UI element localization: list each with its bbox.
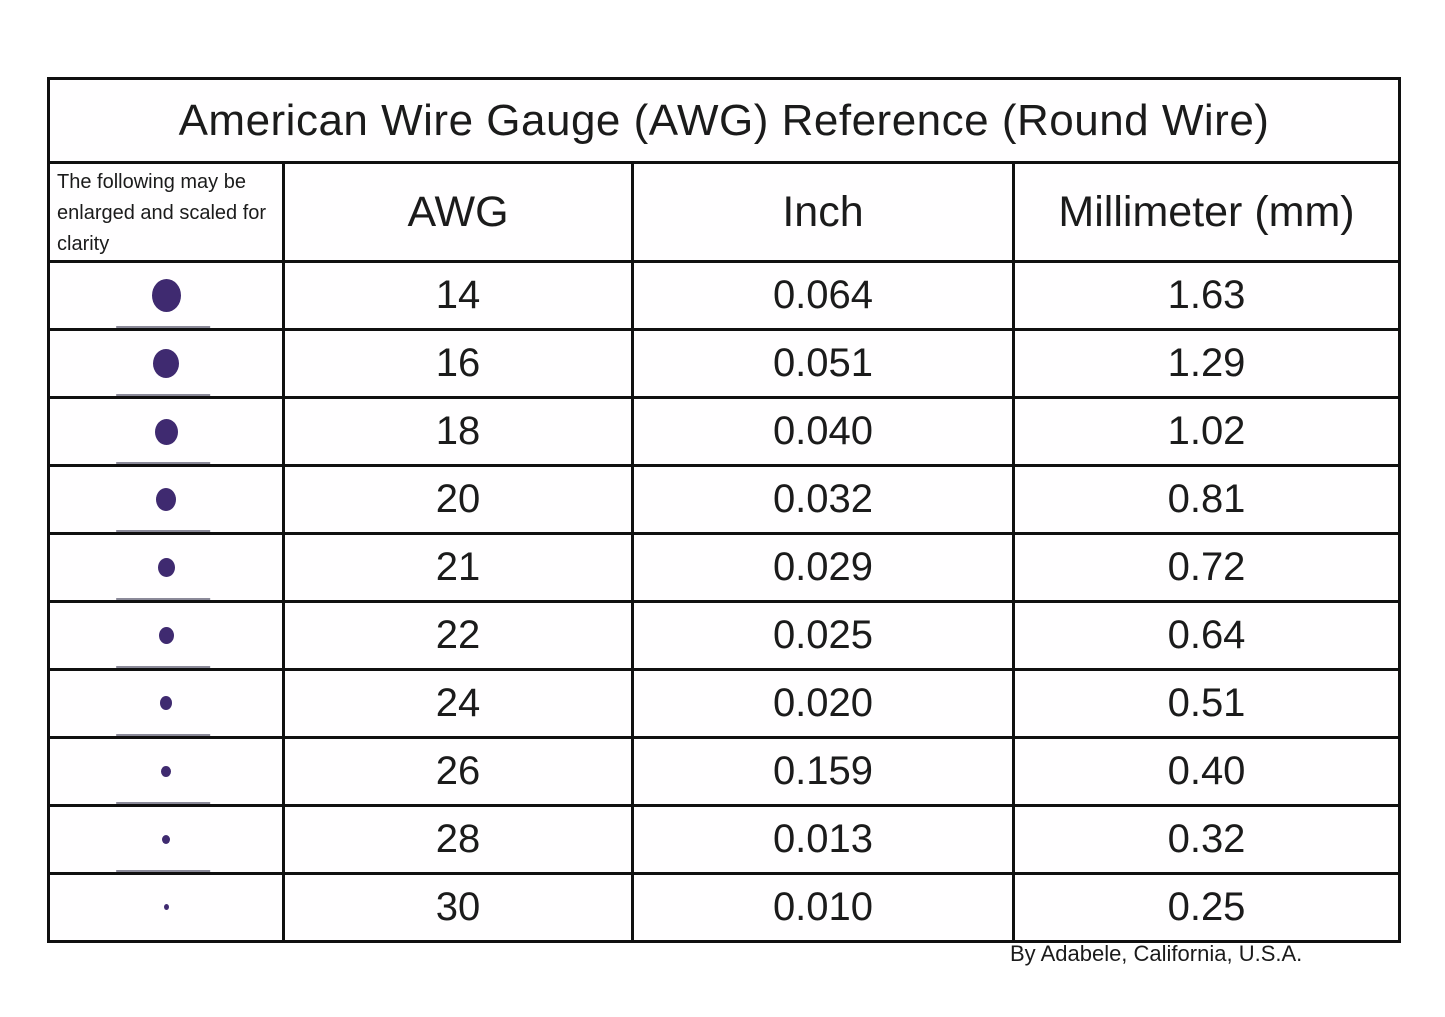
wire-dot-cell [47,600,285,671]
awg-value: 24 [282,668,634,739]
column-header-awg: AWG [282,161,634,263]
mm-value: 0.72 [1011,532,1402,603]
awg-value: 16 [282,328,634,399]
credit-text: By Adabele, California, U.S.A. [1010,941,1303,966]
scale-note-line: The following may be [57,171,246,193]
wire-size-dot [151,279,181,312]
table-row: 22 0.025 0.64 [47,600,1402,671]
mm-value: 0.40 [1011,736,1402,807]
wire-size-dot [162,834,170,844]
wire-size-dot [156,488,176,511]
inch-value: 0.064 [631,260,1015,331]
table-row: 26 0.159 0.40 [47,736,1402,807]
awg-value: 18 [282,396,634,467]
wire-dot-cell [47,328,285,399]
mm-value: 1.63 [1011,260,1402,331]
mm-value: 0.81 [1011,464,1402,535]
wire-dot-cell [47,532,285,603]
mm-value: 0.64 [1011,600,1402,671]
table-row: 16 0.051 1.29 [47,328,1402,399]
inch-value: 0.032 [631,464,1015,535]
wire-dot-cell [47,736,285,807]
column-header-inch: Inch [631,161,1015,263]
table-row: 20 0.032 0.81 [47,464,1402,535]
awg-value: 30 [282,872,634,943]
table-row: 24 0.020 0.51 [47,668,1402,739]
wire-dot-cell [47,872,285,943]
mm-value: 1.02 [1011,396,1402,467]
table-row: 28 0.013 0.32 [47,804,1402,875]
awg-value: 21 [282,532,634,603]
wire-size-dot [154,418,178,445]
column-header-mm: Millimeter (mm) [1011,161,1402,263]
wire-size-dot [160,696,172,711]
wire-dot-cell [47,804,285,875]
awg-value: 20 [282,464,634,535]
wire-size-dot [161,765,171,777]
inch-value: 0.051 [631,328,1015,399]
table-row: 18 0.040 1.02 [47,396,1402,467]
inch-value: 0.013 [631,804,1015,875]
awg-table: American Wire Gauge (AWG) Reference (Rou… [46,77,1402,943]
mm-value: 0.25 [1011,872,1402,943]
inch-value: 0.159 [631,736,1015,807]
awg-value: 22 [282,600,634,671]
inch-value: 0.020 [631,668,1015,739]
scale-note: The following may be enlarged and scaled… [47,161,285,263]
wire-dot-cell [47,396,285,467]
awg-value: 26 [282,736,634,807]
wire-size-dot [153,349,179,378]
wire-dot-cell [47,464,285,535]
awg-value: 28 [282,804,634,875]
wire-dot-cell [47,668,285,739]
scale-note-line: clarity [57,233,110,255]
table-row: 21 0.029 0.72 [47,532,1402,603]
table-row: 30 0.010 0.25 [47,872,1402,943]
table-row: 14 0.064 1.63 [47,260,1402,331]
wire-size-dot [163,904,169,911]
wire-size-dot [157,558,175,577]
inch-value: 0.029 [631,532,1015,603]
mm-value: 1.29 [1011,328,1402,399]
wire-size-dot [158,626,174,644]
wire-dot-cell [47,260,285,331]
inch-value: 0.040 [631,396,1015,467]
inch-value: 0.010 [631,872,1015,943]
awg-value: 14 [282,260,634,331]
scale-note-line: enlarged and scaled for [57,202,267,224]
table-title: American Wire Gauge (AWG) Reference (Rou… [46,77,1402,164]
mm-value: 0.32 [1011,804,1402,875]
inch-value: 0.025 [631,600,1015,671]
mm-value: 0.51 [1011,668,1402,739]
